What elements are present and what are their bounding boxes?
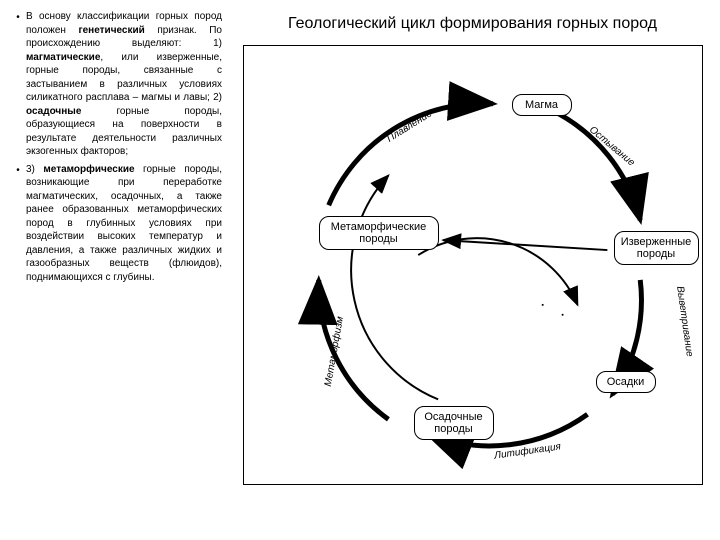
node-sediments: Осадки [596,371,656,393]
bullet-item-1: • В основу классификации горных пород по… [10,10,222,159]
bold-sedimentary: осадочные [26,106,81,117]
bold-metamorphic: метаморфические [43,164,134,175]
node-sedimentary-rocks: Осадочные породы [414,406,494,440]
paragraph-1: В основу классификации горных пород поло… [26,10,222,159]
bullet-marker: • [10,163,26,285]
text-run: 3) [26,164,43,175]
rock-cycle-diagram: Магма Изверженные породы Осадки Осадочны… [243,45,703,485]
text-column: • В основу классификации горных пород по… [0,0,230,540]
paragraph-2: 3) метаморфические горные породы, возник… [26,163,222,285]
node-igneous: Изверженные породы [614,231,699,265]
node-magma: Магма [512,94,572,116]
node-metamorphic: Метаморфические породы [319,216,439,250]
bold-magmatic: магматические [26,52,100,63]
diagram-column: Геологический цикл формирования горных п… [230,0,720,540]
text-run: горные породы, возникающие при переработ… [26,164,222,283]
bullet-marker: • [10,10,26,159]
bold-genetic: генетический [78,25,144,36]
bullet-item-2: • 3) метаморфические горные породы, возн… [10,163,222,285]
diagram-title: Геологический цикл формирования горных п… [235,15,710,33]
